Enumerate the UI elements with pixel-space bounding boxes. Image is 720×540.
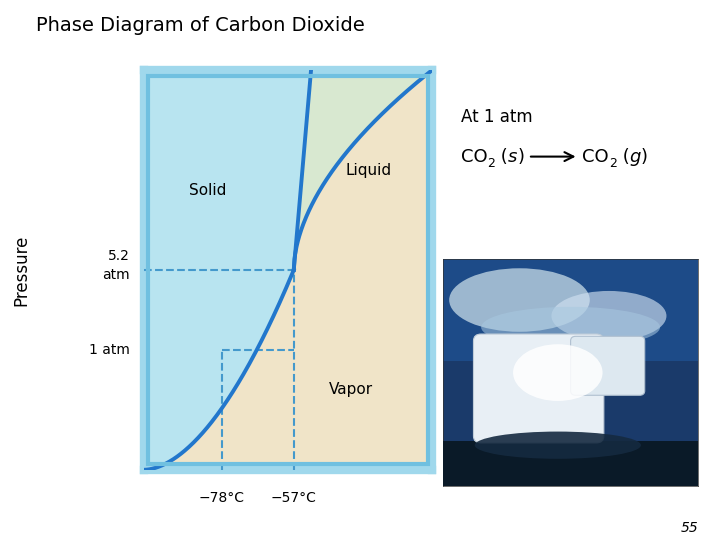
Text: −78°C: −78°C bbox=[199, 491, 245, 505]
Text: atm: atm bbox=[102, 268, 130, 282]
Text: ): ) bbox=[641, 147, 648, 166]
Polygon shape bbox=[294, 70, 432, 270]
Bar bbox=[443, 259, 698, 361]
Text: g: g bbox=[629, 147, 641, 166]
Text: s: s bbox=[508, 147, 518, 166]
FancyBboxPatch shape bbox=[571, 336, 644, 395]
Text: Pressure: Pressure bbox=[12, 234, 30, 306]
Text: CO: CO bbox=[461, 147, 487, 166]
Ellipse shape bbox=[474, 431, 641, 459]
Text: (: ( bbox=[495, 147, 508, 166]
Text: (: ( bbox=[616, 147, 629, 166]
Ellipse shape bbox=[481, 307, 660, 348]
Text: At 1 atm: At 1 atm bbox=[461, 108, 532, 126]
Text: Phase Diagram of Carbon Dioxide: Phase Diagram of Carbon Dioxide bbox=[36, 16, 365, 35]
Text: 2: 2 bbox=[608, 157, 616, 170]
Polygon shape bbox=[144, 70, 432, 470]
Text: CO: CO bbox=[582, 147, 608, 166]
Text: 5.2: 5.2 bbox=[108, 249, 130, 264]
Text: −57°C: −57°C bbox=[271, 491, 317, 505]
Ellipse shape bbox=[513, 345, 603, 401]
Text: 2: 2 bbox=[487, 157, 495, 170]
Text: 55: 55 bbox=[680, 521, 698, 535]
Text: Vapor: Vapor bbox=[329, 382, 374, 397]
Text: ): ) bbox=[518, 147, 524, 166]
Text: Liquid: Liquid bbox=[346, 163, 392, 178]
Text: Solid: Solid bbox=[189, 183, 226, 198]
Bar bbox=[443, 441, 698, 486]
Ellipse shape bbox=[449, 268, 590, 332]
Ellipse shape bbox=[552, 291, 667, 341]
FancyBboxPatch shape bbox=[474, 334, 604, 443]
Polygon shape bbox=[144, 70, 311, 470]
Text: 1 atm: 1 atm bbox=[89, 343, 130, 357]
